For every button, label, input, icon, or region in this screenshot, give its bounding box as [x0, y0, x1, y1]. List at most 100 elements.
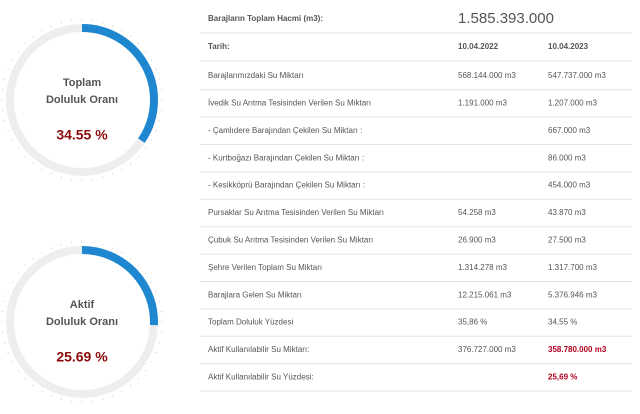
- gauge-dot: [144, 50, 147, 52]
- table-cell: 358.780.000 m3: [548, 345, 607, 354]
- gauge-dot: [144, 272, 147, 274]
- gauge-dot: [24, 42, 27, 45]
- gauge-dot: [150, 281, 152, 283]
- gauge-title: Doluluk Oranı: [46, 316, 118, 328]
- gauge-dot: [137, 155, 140, 158]
- gauge-dot: [12, 139, 14, 141]
- table-cell: 568.144.000 m3: [458, 71, 516, 80]
- gauge-dot: [160, 310, 162, 313]
- table-cell: - Kesikköprü Barajından Çekilen Su Mikta…: [208, 181, 365, 190]
- gauge-dot: [24, 155, 27, 158]
- gauge-dot: [32, 257, 34, 260]
- gauge-dot: [24, 377, 27, 380]
- gauge-dot: [150, 139, 152, 141]
- gauge-dot: [155, 68, 157, 70]
- gauge-dot: [2, 109, 4, 112]
- gauge-dot: [1, 99, 3, 101]
- table-cell: 27.500 m3: [548, 236, 586, 245]
- gauge-dot: [150, 59, 152, 61]
- column-header: Tarih:: [208, 42, 230, 51]
- gauge-dot: [112, 173, 114, 175]
- gauge-dot: [60, 244, 62, 246]
- gauge-dot: [160, 109, 162, 112]
- column-header: 10.04.2022: [458, 42, 499, 51]
- gauge-dot: [17, 148, 20, 150]
- gauge-dot: [112, 247, 114, 249]
- gauge-dot: [32, 162, 34, 165]
- column-header: 10.04.2023: [548, 42, 589, 51]
- gauge-dot: [12, 361, 14, 363]
- gauge-dot: [70, 178, 73, 180]
- gauge-dot: [60, 398, 62, 400]
- table-cell: 1.191.000 m3: [458, 99, 507, 108]
- table-cell: 25,69 %: [548, 373, 577, 382]
- gauge-dot: [130, 35, 132, 38]
- gauge-dot: [102, 244, 104, 246]
- gauge-dot: [4, 342, 6, 344]
- gauge-dot: [137, 42, 140, 45]
- gauge-dot: [121, 30, 123, 32]
- table-cell: 667.000 m3: [548, 126, 591, 135]
- table-cell: Barajlara Gelen Su Miktarı: [208, 290, 302, 299]
- gauge-dot: [7, 130, 9, 132]
- gauge-dot: [155, 352, 157, 354]
- table-cell: 1.317.700 m3: [548, 263, 597, 272]
- gauge-dot: [91, 242, 94, 244]
- gauge-dot: [17, 272, 20, 274]
- gauge-dot: [2, 88, 4, 91]
- gauge-dot: [102, 22, 104, 24]
- gauge-dot: [50, 395, 52, 397]
- gauge-dot: [102, 176, 104, 178]
- gauge-dot: [81, 179, 83, 181]
- gauge-dot: [7, 352, 9, 354]
- gauge-dot: [121, 390, 123, 392]
- gauge-dot: [144, 148, 147, 150]
- gauge-arc: [81, 246, 158, 326]
- gauge-dot: [17, 370, 20, 372]
- gauge-dot: [7, 68, 9, 70]
- gauge-dot: [91, 400, 94, 402]
- gauge-dot: [4, 300, 6, 302]
- gauge-dot: [41, 252, 43, 254]
- table-cell: Pursaklar Su Arıtma Tesisinden Verilen S…: [208, 208, 384, 217]
- gauge-dot: [130, 257, 132, 260]
- gauge-dot: [158, 78, 160, 80]
- table-cell: Çubuk Su Arıtma Tesisinden Verilen Su Mi…: [208, 236, 373, 245]
- gauge-dot: [32, 35, 34, 38]
- gauge-dot: [50, 25, 52, 27]
- header-value: 1.585.393.000: [458, 10, 554, 27]
- gauge-dot: [130, 162, 132, 165]
- table-cell: 35,86 %: [458, 318, 487, 327]
- gauge-dot: [50, 247, 52, 249]
- gauge-dot: [137, 377, 140, 380]
- gauge-dot: [112, 25, 114, 27]
- gauge-dot: [41, 30, 43, 32]
- gauge-dot: [4, 120, 6, 122]
- table-cell: 454.000 m3: [548, 181, 591, 190]
- table-cell: - Kurtboğazı Barajından Çekilen Su Mikta…: [208, 153, 364, 162]
- table-cell: Aktif Kullanılabilir Su Yüzdesi:: [208, 373, 314, 382]
- table-cell: 1.314.278 m3: [458, 263, 507, 272]
- gauge-dot: [12, 59, 14, 61]
- gauge-dot: [1, 321, 3, 323]
- table-cell: Şehre Verilen Toplam Su Miktarı: [208, 263, 322, 272]
- gauge-dot: [112, 395, 114, 397]
- gauge-dot: [12, 281, 14, 283]
- gauge-dot: [32, 384, 34, 387]
- gauge-dot: [137, 264, 140, 267]
- gauge-dot: [70, 242, 73, 244]
- table-cell: İvedik Su Arıtma Tesisinden Verilen Su M…: [208, 99, 371, 108]
- gauge-dot: [161, 99, 163, 101]
- gauge-dot: [70, 20, 73, 22]
- gauge-dot: [158, 300, 160, 302]
- gauge-dot: [161, 321, 163, 323]
- gauge-dot: [121, 168, 123, 170]
- table-cell: Toplam Doluluk Yüzdesi: [208, 318, 293, 327]
- gauge-value: 25.69 %: [56, 349, 108, 365]
- header-label: Barajların Toplam Hacmi (m3):: [208, 14, 323, 23]
- table-cell: 5.376.946 m3: [548, 290, 597, 299]
- gauge-dot: [50, 173, 52, 175]
- gauge-dot: [7, 290, 9, 292]
- table-cell: Barajlarımızdaki Su Miktarı: [208, 71, 304, 80]
